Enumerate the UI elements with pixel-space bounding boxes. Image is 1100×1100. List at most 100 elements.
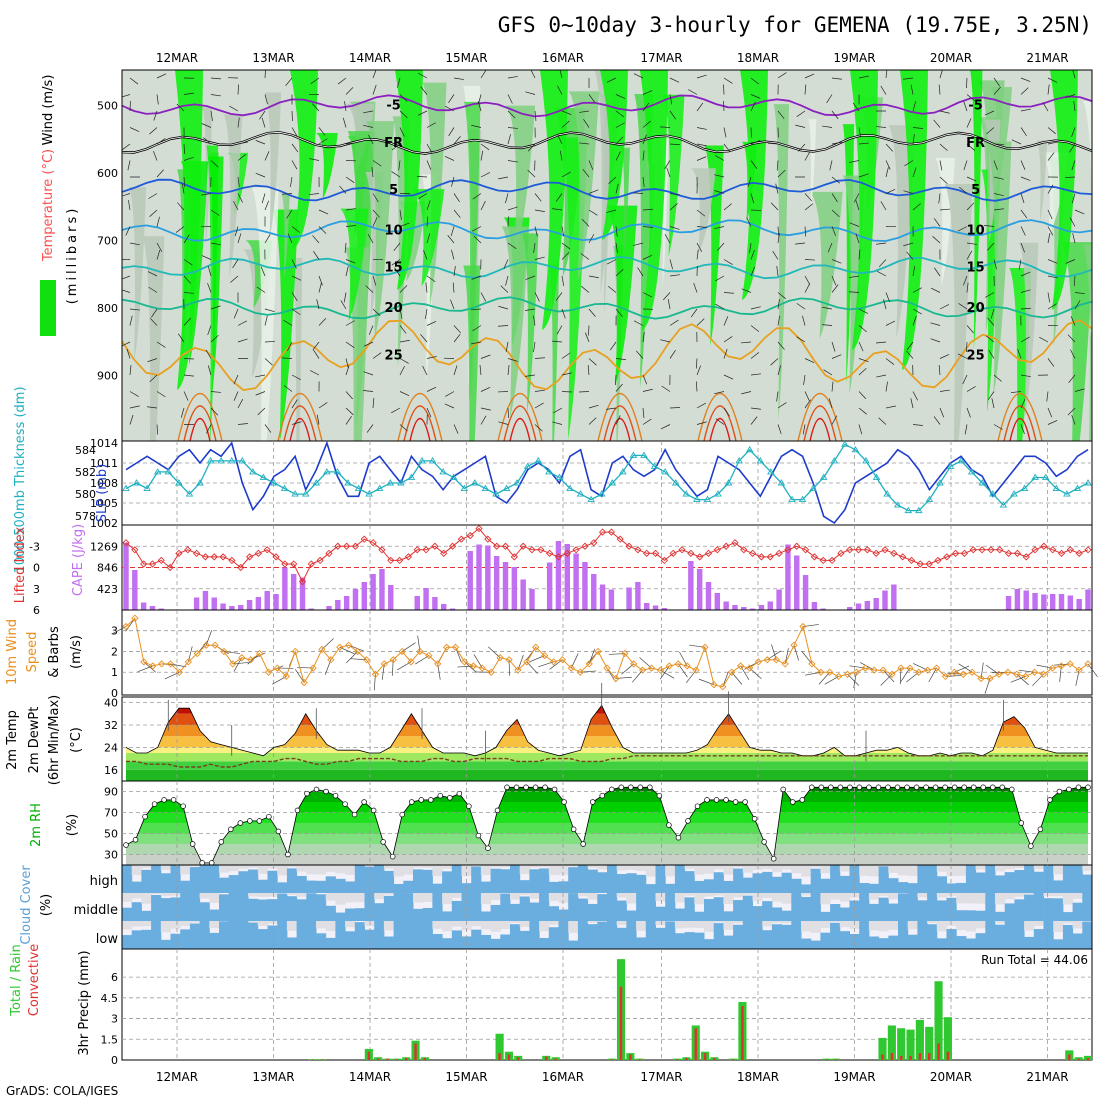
cape-tick: 846 — [97, 562, 118, 575]
precip-tick: 6 — [111, 971, 118, 984]
cloud-bar — [888, 935, 899, 949]
rh-marker — [189, 841, 196, 847]
wind-barb — [966, 250, 973, 260]
li-marker — [775, 549, 783, 557]
thickness-marker — [978, 479, 987, 486]
wind-barb — [256, 286, 266, 293]
cape-bar — [511, 567, 518, 610]
li-marker — [863, 546, 871, 554]
cloud-gap — [510, 893, 521, 900]
rh-marker — [589, 799, 596, 805]
cape-bar — [1049, 594, 1056, 610]
rh-marker — [151, 801, 158, 807]
cloud-gap — [704, 921, 715, 932]
wind-barb — [498, 305, 509, 310]
cloud-gap — [306, 865, 317, 875]
wind-barb — [669, 203, 678, 211]
cloud-gap — [1062, 893, 1074, 905]
cloud-gap — [413, 865, 424, 868]
cloud-bar — [733, 924, 744, 949]
cloud-bar — [694, 911, 705, 921]
li-marker — [678, 546, 686, 554]
cloud-bar — [577, 898, 589, 921]
rh-marker — [342, 801, 348, 807]
cape-bar — [573, 553, 579, 610]
cloud-gap — [694, 865, 705, 875]
pressure-axis-label: (millibars) — [65, 206, 80, 305]
rh-marker — [285, 851, 291, 858]
precip-convective-bar — [320, 1059, 324, 1060]
cloud-gap — [801, 865, 812, 877]
li-marker — [1084, 546, 1092, 554]
wind-barb — [346, 651, 358, 664]
wind-barb — [642, 418, 652, 425]
cloud-bar — [539, 937, 550, 949]
wind-barb — [633, 320, 644, 326]
rh-marker — [570, 826, 577, 833]
wind-barb — [750, 266, 755, 277]
wind-marker — [220, 647, 228, 656]
li-marker — [316, 556, 324, 565]
wind-barb — [264, 341, 276, 343]
wind-barb — [930, 287, 941, 293]
li-marker — [1013, 549, 1022, 557]
isotherm-bubble — [997, 393, 1043, 441]
cloud-gap — [267, 865, 278, 869]
wind-marker — [523, 658, 531, 666]
rh-marker — [370, 807, 377, 814]
cloud-bar — [1072, 933, 1083, 949]
rh-marker — [237, 820, 244, 826]
cloud-bar — [771, 924, 783, 949]
cloud-gap — [335, 893, 346, 905]
isotherm-bubble — [797, 393, 843, 441]
cape-bar — [255, 597, 262, 610]
wind-barb — [201, 193, 212, 196]
wind-marker — [291, 647, 299, 656]
wind-barb — [696, 242, 703, 252]
date-label-top: 20MAR — [930, 51, 972, 65]
cloud-bar — [801, 884, 812, 893]
wind-barb — [993, 176, 1004, 180]
cloud-bar — [810, 868, 821, 893]
slp-line — [125, 440, 1089, 525]
thickness-marker — [777, 479, 786, 486]
wind-barb — [664, 234, 671, 244]
wind-marker — [781, 660, 789, 668]
wind-barb — [237, 176, 240, 187]
wind-barb — [147, 358, 158, 363]
thickness-marker — [143, 484, 151, 491]
cape-bar — [308, 608, 315, 610]
wind-barb — [777, 315, 781, 326]
wind-barb — [444, 155, 455, 161]
cloud-bar — [1053, 939, 1064, 949]
li-marker — [369, 539, 377, 547]
cloud-gap — [257, 865, 268, 874]
cloud-gap — [781, 865, 792, 870]
wind-barb — [286, 209, 293, 219]
wind-marker — [576, 668, 584, 676]
wind-barb — [203, 137, 212, 145]
cloud-bar — [965, 865, 977, 893]
wind-barb — [642, 208, 653, 211]
wind-barb — [1011, 391, 1022, 393]
isotherm-label: 20 — [967, 301, 985, 316]
precip-convective-bar — [1086, 1057, 1090, 1060]
cloud-bar — [674, 933, 686, 949]
rh-marker — [266, 813, 272, 820]
thickness-marker — [545, 468, 553, 475]
cape-bar — [705, 582, 712, 610]
wind-barb — [904, 160, 914, 167]
wind-barb — [363, 390, 374, 392]
wind-barb — [903, 77, 914, 80]
cloud-gap — [801, 893, 812, 896]
wind-barb — [156, 169, 164, 178]
wind-barb — [339, 185, 347, 194]
cape-bar — [493, 556, 500, 610]
cloud-gap — [199, 893, 210, 899]
wind-barb — [183, 275, 191, 284]
wind-marker — [282, 672, 290, 681]
wind-barb — [148, 286, 158, 293]
wind-barb — [831, 354, 842, 359]
rh-plume — [175, 70, 203, 390]
